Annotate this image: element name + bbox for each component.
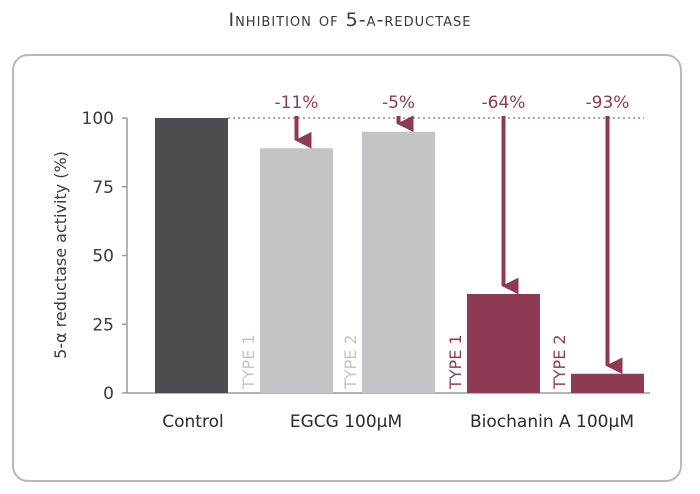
reduction-percent-label: -93% bbox=[586, 93, 630, 113]
bar-egcg-100-m-type-2 bbox=[362, 131, 435, 393]
bar-biochanin-a-100-m-type-1 bbox=[467, 294, 540, 393]
reduction-percent-label: -5% bbox=[382, 93, 415, 113]
bar-biochanin-a-100-m-type-2 bbox=[571, 373, 644, 393]
bar-type-label: TYPE 1 bbox=[239, 334, 258, 390]
x-category-label: EGCG 100µM bbox=[290, 412, 402, 432]
chart-title: Inhibition of 5-α-reductase bbox=[228, 9, 472, 31]
bar-control bbox=[155, 118, 228, 393]
x-category-label: Control bbox=[162, 412, 223, 432]
bar-egcg-100-m-type-1 bbox=[260, 148, 333, 393]
y-axis-label: 5-α reductase activity (%) bbox=[51, 151, 70, 359]
bar-type-label: TYPE 2 bbox=[341, 334, 360, 390]
y-tick-label: 50 bbox=[92, 247, 114, 267]
y-tick-label: 0 bbox=[103, 384, 114, 404]
y-tick-label: 100 bbox=[82, 109, 114, 129]
labels: -11% TYPE 1 -5% TYPE 2 -64% TYPE 1 -93% TYPE 2 C… bbox=[162, 93, 634, 432]
y-tick-label: 25 bbox=[92, 315, 114, 335]
reduction-percent-label: -64% bbox=[482, 93, 526, 113]
bar-type-label: TYPE 2 bbox=[550, 334, 569, 390]
y-tick-label: 75 bbox=[92, 178, 114, 198]
reduction-percent-label: -11% bbox=[275, 93, 319, 113]
bars bbox=[155, 115, 644, 393]
y-axis: 0 25 50 75 100 5-α reductase activity (%) bbox=[51, 109, 650, 404]
bar-type-label: TYPE 1 bbox=[446, 334, 465, 390]
x-category-label: Biochanin A 100µM bbox=[470, 412, 634, 432]
chart-panel bbox=[12, 54, 682, 482]
